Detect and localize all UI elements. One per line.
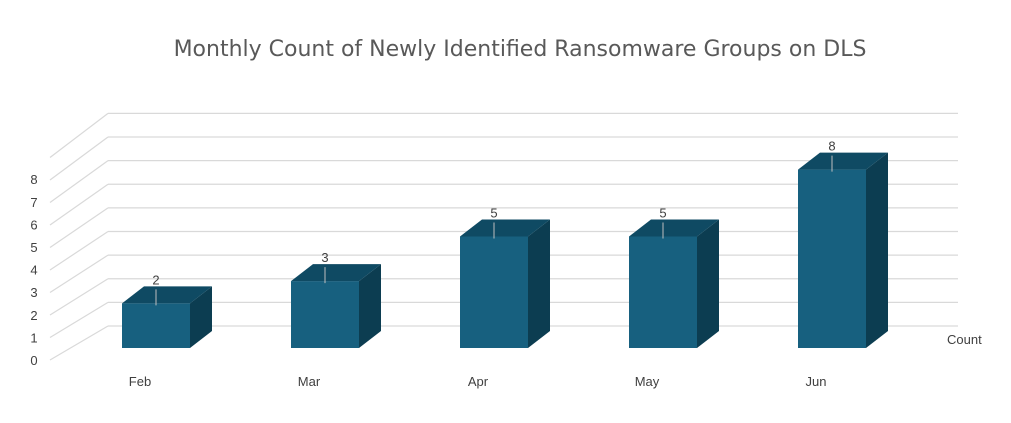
gridline-diagonal (49, 207, 109, 248)
bar-side (359, 264, 381, 348)
x-axis-categories: Feb Mar Apr May Jun (129, 374, 827, 389)
y-tick-label: 7 (30, 195, 37, 210)
data-label: 8 (828, 139, 835, 154)
bar (629, 236, 697, 348)
bar (460, 236, 528, 348)
bar-top (122, 286, 212, 304)
gridline-diagonal (49, 160, 109, 203)
y-tick-label: 6 (30, 217, 37, 232)
y-tick-label: 5 (30, 240, 37, 255)
data-labels: 2 3 5 5 8 (152, 139, 836, 306)
data-label: 5 (659, 206, 666, 221)
bar-side (697, 219, 719, 348)
bar-top (629, 219, 719, 237)
bar-side (190, 286, 212, 348)
data-label: 5 (490, 206, 497, 221)
data-label: 2 (152, 272, 159, 287)
x-category-label: Apr (468, 374, 489, 389)
gridline-diagonal (49, 301, 109, 339)
gridline-diagonal (49, 254, 109, 294)
gridline-diagonal (49, 278, 109, 316)
x-category-label: Mar (298, 374, 321, 389)
x-category-label: May (635, 374, 660, 389)
x-category-label: Feb (129, 374, 151, 389)
bar-series (122, 152, 888, 348)
legend-entry-count: Count (947, 332, 982, 347)
bar (122, 303, 190, 348)
y-axis-ticks: 0 1 2 3 4 5 6 7 8 (30, 172, 37, 368)
gridline-diagonal (49, 183, 109, 226)
y-tick-label: 3 (30, 285, 37, 300)
bar-side (528, 219, 550, 348)
bar (291, 281, 359, 348)
y-tick-label: 4 (30, 263, 37, 278)
bar-side (866, 152, 888, 348)
bar-top (798, 152, 888, 170)
y-tick-label: 1 (30, 330, 37, 345)
chart-title: Monthly Count of Newly Identified Ransom… (174, 37, 867, 62)
gridline-diagonal (49, 231, 109, 271)
bar-top (460, 219, 550, 237)
y-tick-label: 0 (30, 353, 37, 368)
y-tick-label: 8 (30, 172, 37, 187)
data-label: 3 (321, 250, 328, 265)
bar-top (291, 264, 381, 282)
x-category-label: Jun (806, 374, 827, 389)
y-tick-label: 2 (30, 308, 37, 323)
gridline-diagonal (49, 136, 109, 181)
bar (798, 169, 866, 348)
gridline-diagonal (49, 325, 109, 361)
gridline-diagonal (49, 112, 109, 158)
